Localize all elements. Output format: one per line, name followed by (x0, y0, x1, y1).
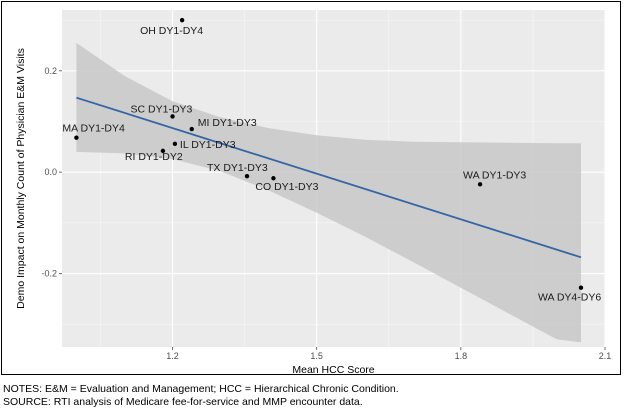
x-axis-title: Mean HCC Score (292, 364, 374, 376)
notes-line: NOTES: E&M = Evaluation and Management; … (3, 383, 399, 395)
point-label: MA DY1-DY4 (62, 123, 125, 135)
data-point (477, 182, 483, 187)
data-point (172, 141, 178, 146)
data-point (244, 174, 250, 179)
data-point (189, 126, 194, 132)
point-label: RI DY1-DY2 (125, 151, 183, 163)
point-label: SC DY1-DY3 (131, 103, 193, 115)
data-point (74, 135, 79, 140)
x-tick-label: 1.2 (166, 351, 179, 361)
point-label: TX DY1-DY3 (207, 162, 268, 174)
data-point (170, 114, 175, 119)
data-point (578, 285, 584, 290)
x-tick-label: 1.5 (310, 351, 323, 361)
y-tick-label: 0.0 (44, 167, 57, 177)
y-tick-label: -0.2 (41, 269, 57, 279)
y-tick-label: 0.2 (44, 66, 57, 76)
data-point (160, 148, 166, 154)
data-point (179, 17, 185, 23)
y-axis-ticks: -0.2 0.0 0.2 (41, 66, 62, 279)
point-label: WA DY1-DY3 (463, 169, 526, 181)
notes: NOTES: E&M = Evaluation and Management; … (3, 383, 399, 409)
data-point (271, 176, 276, 181)
data-points (74, 17, 584, 290)
source-line: SOURCE: RTI analysis of Medicare fee-for… (3, 396, 363, 408)
point-label: IL DY1-DY3 (180, 139, 236, 151)
confidence-band (76, 42, 582, 343)
point-labels: OH DY1-DY4 SC DY1-DY3 MI DY1-DY3 MA DY1-DY4… (62, 25, 601, 304)
point-label: WA DY4-DY6 (538, 292, 601, 304)
x-tick-label: 2.1 (599, 351, 612, 361)
y-axis-title: Demo Impact on Monthly Count of Physicia… (15, 48, 27, 309)
fit-line (76, 96, 582, 259)
point-label: OH DY1-DY4 (140, 25, 203, 37)
scatter-chart: OH DY1-DY4 SC DY1-DY3 MI DY1-DY3 MA DY1-DY4… (15, 10, 611, 376)
x-tick-label: 1.8 (455, 351, 468, 361)
point-label: CO DY1-DY3 (255, 181, 318, 193)
point-label: MI DY1-DY3 (198, 117, 257, 129)
x-axis-ticks: 1.2 1.5 1.8 2.1 (166, 347, 611, 361)
